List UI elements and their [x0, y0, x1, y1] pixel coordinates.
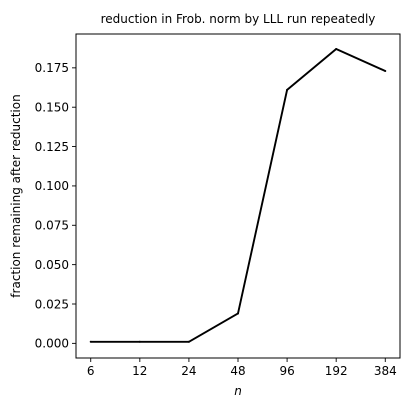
- series-line: [90, 48, 386, 343]
- series-layer: [89, 47, 387, 343]
- x-tick-label: 96: [279, 364, 294, 378]
- y-tick-label: 0.025: [35, 297, 69, 311]
- y-tick-label: 0.050: [35, 258, 69, 272]
- x-tick-label: 6: [87, 364, 95, 378]
- data-point: [138, 340, 141, 343]
- y-axis-ticks: 0.000 0.025 0.050 0.075 0.100 0.125 0.150 0.175: [35, 61, 76, 351]
- y-tick-label: 0.075: [35, 219, 69, 233]
- data-point: [89, 340, 92, 343]
- y-tick-label: 0.100: [35, 179, 69, 193]
- x-tick-label: 384: [374, 364, 397, 378]
- y-axis-label: fraction remaining after reduction: [9, 94, 23, 297]
- y-tick-label: 0.150: [35, 101, 69, 115]
- x-tick-label: 48: [230, 364, 245, 378]
- data-point: [286, 88, 289, 91]
- x-tick-label: 192: [325, 364, 348, 378]
- data-point: [237, 312, 239, 315]
- data-point: [187, 340, 190, 343]
- y-tick-label: 0.175: [35, 61, 69, 75]
- y-tick-label: 0.125: [35, 140, 69, 154]
- y-tick-label: 0.000: [35, 337, 69, 351]
- x-tick-label: 12: [132, 364, 147, 378]
- x-tick-label: 24: [181, 364, 196, 378]
- data-point: [384, 69, 387, 72]
- data-point: [335, 47, 338, 50]
- x-axis-ticks: 6 12 24 48 96 192 384: [87, 358, 397, 378]
- chart-title: reduction in Frob. norm by LLL run repea…: [101, 12, 376, 26]
- x-axis-label: n: [234, 384, 242, 398]
